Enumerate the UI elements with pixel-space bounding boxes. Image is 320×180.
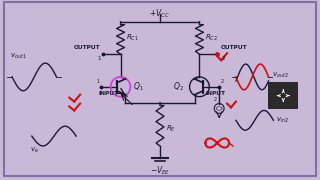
Text: $+V_{CC}$: $+V_{CC}$ <box>149 8 171 20</box>
Text: 2: 2 <box>220 79 223 84</box>
Text: 2: 2 <box>221 56 225 61</box>
Bar <box>268 82 298 109</box>
Text: $v_{in2}$: $v_{in2}$ <box>276 116 290 125</box>
Text: $v_e$: $v_e$ <box>30 146 39 155</box>
Text: INPUT: INPUT <box>99 91 119 96</box>
Text: 2: 2 <box>214 97 217 102</box>
Text: INPUT: INPUT <box>205 91 225 96</box>
Text: $v_{out1}$: $v_{out1}$ <box>10 52 27 61</box>
Text: 1: 1 <box>97 56 101 61</box>
Text: $Q_1$: $Q_1$ <box>133 80 144 93</box>
Text: $R_{C2}$: $R_{C2}$ <box>205 33 218 43</box>
Text: 1: 1 <box>97 79 100 84</box>
Text: OUTPUT: OUTPUT <box>221 45 248 50</box>
Text: $v_{out2}$: $v_{out2}$ <box>272 71 289 80</box>
Text: $-V_{EE}$: $-V_{EE}$ <box>150 165 170 177</box>
Text: $R_{C1}$: $R_{C1}$ <box>126 33 140 43</box>
Text: $R_E$: $R_E$ <box>166 124 176 134</box>
Text: OUTPUT: OUTPUT <box>74 45 101 50</box>
Text: $Q_2$: $Q_2$ <box>173 80 184 93</box>
